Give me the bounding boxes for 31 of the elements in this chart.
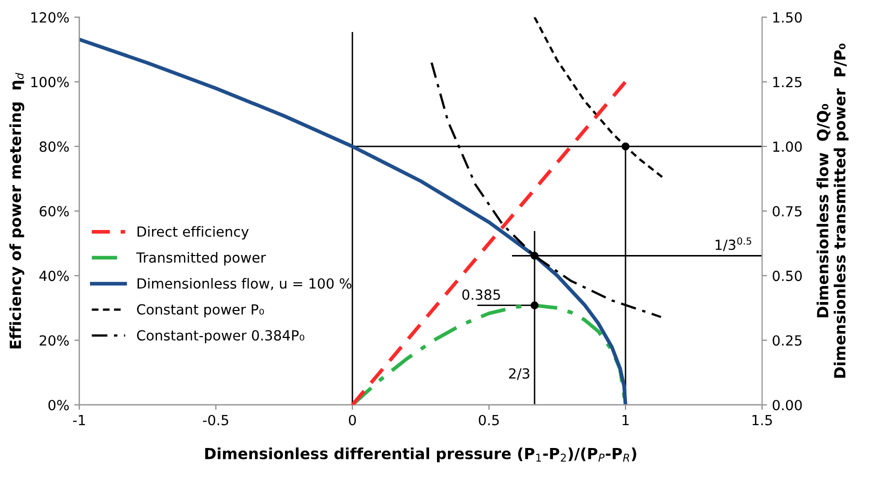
x-tick-label: -0.5 <box>202 414 228 426</box>
x-tick-label: 0.5 <box>478 414 499 426</box>
legend-label: Constant power P₀ <box>137 304 264 318</box>
y-tick-label: 80% <box>40 141 69 152</box>
annotation: 0.385 <box>462 289 500 300</box>
y-axis-title: Efficiency of power metering η$_{d}$ <box>9 72 24 348</box>
x-tick-label: 1 <box>622 415 629 426</box>
y2-tick-label: 0.75 <box>772 206 802 217</box>
annotation: 1/3$^{0.5}$ <box>716 237 752 252</box>
y2-axis-title: Dimensionless flow Q/Q₀ Dimensionless transmitted power P/P₀ <box>816 44 848 378</box>
x-tick-label: 0 <box>348 414 356 426</box>
y2-tick-label: 0.50 <box>772 270 802 282</box>
text: Dimensionless differential pressure (P$_{1}$-P$_{2}$)/(P$_{P}$-P$_{R}$) <box>205 447 636 462</box>
legend-label: Transmitted power <box>136 252 266 266</box>
y-tick-label: 100% <box>31 76 69 88</box>
x-tick-label: -1 <box>73 415 85 426</box>
y-tick-label: 60% <box>40 206 69 217</box>
legend-label: Dimensionless flow, u = 100 % <box>138 278 352 290</box>
y2-tick-label: 1.00 <box>773 141 802 152</box>
y2-tick-label: 0.25 <box>772 335 802 346</box>
y-tick-label: 0% <box>48 400 69 410</box>
y2-tick-label: 1.25 <box>773 76 802 88</box>
y2-tick-label: 1.50 <box>773 12 802 23</box>
y-tick-label: 40% <box>39 270 69 282</box>
legend-label: Constant-power 0.384P₀ <box>137 330 304 344</box>
annotation: 2/3 <box>509 368 530 380</box>
legend-label: Direct efficiency <box>138 226 249 240</box>
y-tick-label: 20% <box>40 335 69 346</box>
x-tick-label: 1.5 <box>752 415 772 426</box>
y-tick-label: 120% <box>31 12 69 23</box>
y2-tick-label: 0.00 <box>772 400 802 410</box>
